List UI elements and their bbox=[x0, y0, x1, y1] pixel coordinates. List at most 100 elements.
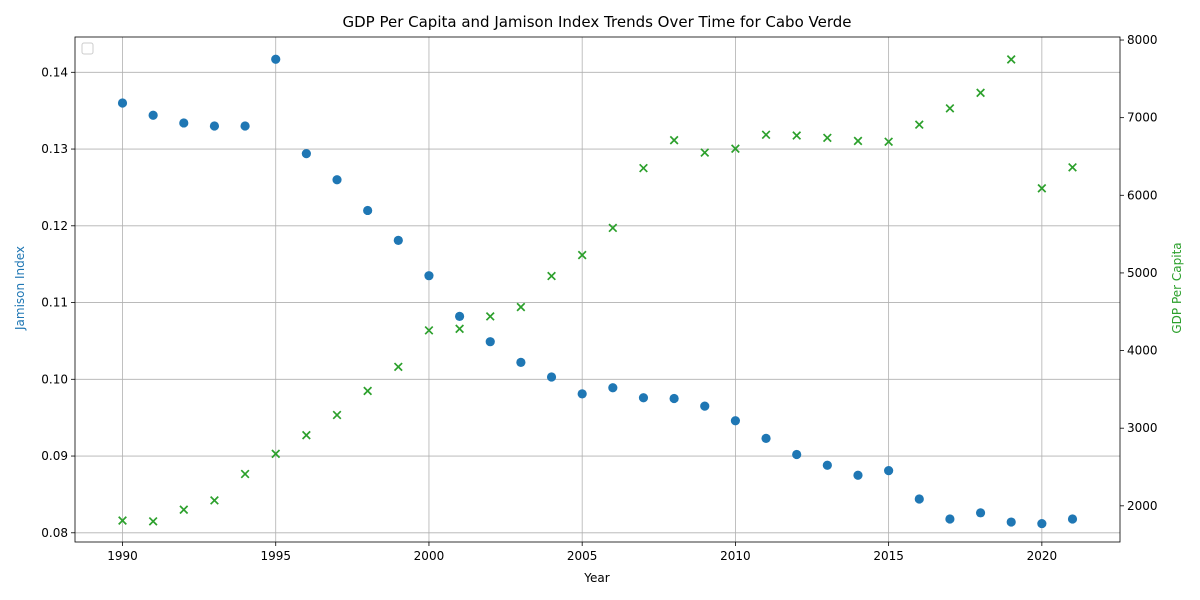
gdp-point-stroke bbox=[210, 495, 219, 505]
gdp-per-capita-point bbox=[547, 271, 556, 281]
gdp-per-capita-point bbox=[271, 449, 281, 459]
gdp-point-stroke bbox=[547, 271, 556, 281]
gdp-point-stroke bbox=[148, 516, 158, 526]
gdp-point-stroke bbox=[792, 131, 802, 140]
gdp-per-capita-point bbox=[1068, 162, 1077, 172]
gdp-per-capita-point bbox=[853, 136, 863, 146]
gdp-point-stroke bbox=[455, 324, 464, 334]
gdp-per-capita-point bbox=[210, 495, 219, 505]
jamison-index-point bbox=[884, 466, 894, 476]
gdp-point-stroke bbox=[271, 449, 281, 459]
chart-title: GDP Per Capita and Jamison Index Trends … bbox=[342, 13, 851, 31]
x-tick-label: 2010 bbox=[720, 549, 751, 563]
jamison-index-point bbox=[700, 401, 710, 411]
y-right-tick-label: 2000 bbox=[1127, 499, 1158, 513]
jamison-index-point bbox=[761, 433, 771, 443]
y-left-tick-label: 0.09 bbox=[41, 449, 68, 463]
gdp-per-capita-point bbox=[485, 311, 495, 321]
gdp-per-capita-point bbox=[669, 135, 679, 145]
gdp-point-stroke bbox=[363, 386, 373, 396]
jamison-index-point bbox=[792, 449, 802, 460]
gdp-point-stroke bbox=[884, 137, 894, 147]
x-tick-label: 1995 bbox=[260, 549, 291, 563]
gdp-point-stroke bbox=[761, 130, 771, 140]
gdp-per-capita-point bbox=[1006, 55, 1016, 64]
gdp-per-capita-point bbox=[240, 469, 250, 479]
y-left-tick-label: 0.14 bbox=[41, 65, 68, 79]
gdp-point-stroke bbox=[976, 88, 985, 98]
gdp-point-stroke bbox=[1037, 183, 1047, 193]
jamison-index-point bbox=[148, 110, 158, 120]
y-left-tick-label: 0.13 bbox=[41, 142, 68, 156]
gdp-per-capita-point bbox=[700, 148, 710, 157]
jamison-index-point bbox=[608, 383, 618, 393]
gdp-point-stroke bbox=[945, 103, 955, 113]
gdp-point-stroke bbox=[516, 302, 526, 312]
grid-layer bbox=[75, 37, 1120, 542]
gdp-point-stroke bbox=[669, 135, 679, 145]
gdp-point-stroke bbox=[301, 430, 311, 440]
gdp-per-capita-point bbox=[914, 120, 924, 130]
y-right-tick-label: 4000 bbox=[1127, 344, 1158, 358]
gdp-point-stroke bbox=[332, 410, 342, 420]
gdp-per-capita-point bbox=[424, 325, 434, 335]
gdp-per-capita-point bbox=[577, 250, 587, 260]
jamison-index-point bbox=[424, 271, 434, 281]
y-right-tick-label: 8000 bbox=[1127, 33, 1158, 47]
jamison-index-point bbox=[638, 393, 649, 403]
jamison-index-point bbox=[577, 389, 587, 399]
gdp-per-capita-point bbox=[455, 324, 464, 334]
gdp-per-capita-point bbox=[884, 137, 894, 147]
gdp-per-capita-point bbox=[822, 133, 832, 143]
axes-layer: 1990 1995 2000 2005 2010 2015 2020 0.08 0.09 0.10… bbox=[41, 33, 1157, 563]
gdp-per-capita-point bbox=[731, 144, 740, 154]
gdp-point-stroke bbox=[1068, 162, 1077, 172]
data-layer bbox=[117, 54, 1078, 529]
gdp-point-stroke bbox=[822, 133, 832, 143]
jamison-index-point bbox=[822, 460, 832, 470]
gdp-per-capita-point bbox=[945, 103, 955, 113]
gdp-point-stroke bbox=[118, 516, 127, 525]
x-tick-label: 2005 bbox=[567, 549, 598, 563]
gdp-point-stroke bbox=[639, 163, 648, 173]
gdp-point-stroke bbox=[608, 223, 618, 233]
jamison-index-point bbox=[301, 149, 311, 159]
y-left-tick-label: 0.11 bbox=[41, 296, 68, 310]
y-right-tick-label: 7000 bbox=[1127, 111, 1158, 125]
gdp-per-capita-point bbox=[148, 516, 158, 526]
gdp-per-capita-point bbox=[608, 223, 618, 233]
jamison-index-point bbox=[209, 121, 220, 131]
gdp-point-stroke bbox=[914, 120, 924, 130]
gdp-point-stroke bbox=[240, 469, 250, 479]
gdp-per-capita-point bbox=[301, 430, 311, 440]
jamison-index-point bbox=[669, 393, 679, 404]
jamison-index-point bbox=[117, 98, 128, 108]
gdp-point-stroke bbox=[424, 325, 434, 335]
y-right-tick-label: 3000 bbox=[1127, 421, 1158, 435]
jamison-index-point bbox=[271, 54, 281, 64]
gdp-per-capita-point bbox=[118, 516, 127, 525]
y-right-tick-label: 6000 bbox=[1127, 188, 1158, 202]
gdp-point-stroke bbox=[485, 311, 495, 321]
gdp-point-stroke bbox=[179, 505, 189, 515]
jamison-index-point bbox=[914, 494, 924, 504]
jamison-index-point bbox=[945, 514, 955, 524]
gdp-point-stroke bbox=[393, 362, 403, 372]
gdp-per-capita-point bbox=[792, 131, 802, 140]
gdp-per-capita-point bbox=[363, 386, 373, 396]
x-tick-label: 2020 bbox=[1027, 549, 1058, 563]
jamison-index-point bbox=[454, 311, 465, 321]
gdp-per-capita-point bbox=[393, 362, 403, 372]
gdp-point-stroke bbox=[853, 136, 863, 146]
gdp-per-capita-point bbox=[639, 163, 648, 173]
x-tick-label: 2015 bbox=[873, 549, 904, 563]
jamison-index-point bbox=[485, 337, 495, 347]
jamison-index-point bbox=[1006, 517, 1016, 527]
y-left-tick-label: 0.12 bbox=[41, 219, 68, 233]
gdp-per-capita-point bbox=[516, 302, 526, 312]
y-axis-right-title: GDP Per Capita bbox=[1170, 242, 1184, 333]
gdp-per-capita-point bbox=[1037, 183, 1047, 193]
jamison-index-point bbox=[546, 372, 557, 382]
plot-frame bbox=[74, 36, 1121, 543]
